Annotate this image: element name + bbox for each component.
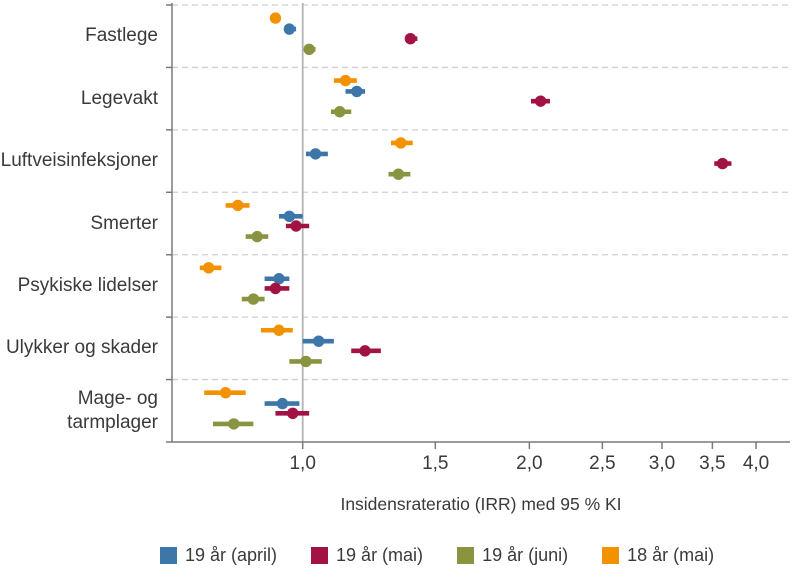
x-tick-label: 1,5: [422, 453, 449, 474]
irr-point: [359, 345, 371, 357]
x-tick-label: 2,5: [589, 453, 616, 474]
legend-item: 19 år (mai): [311, 545, 423, 566]
irr-point: [273, 273, 285, 285]
irr-point: [339, 74, 352, 87]
legend-swatch-icon: [311, 547, 329, 564]
irr-point: [303, 43, 315, 56]
category-label: Legevakt: [80, 87, 158, 109]
legend-swatch-icon: [160, 547, 177, 564]
irr-point: [232, 199, 244, 212]
legend: 19 år (april) 19 år (mai) 19 år (juni) 18 å…: [160, 545, 714, 566]
category-label: Fastlege: [85, 25, 158, 47]
category-label: Smerter: [90, 212, 158, 234]
irr-point: [283, 23, 296, 35]
irr-point: [251, 230, 263, 243]
x-tick-label: 4,0: [742, 453, 770, 474]
irr-point: [276, 397, 289, 410]
legend-swatch-icon: [602, 547, 620, 564]
irr-point: [534, 95, 547, 107]
irr-point: [716, 157, 729, 170]
irr-point: [334, 106, 346, 118]
legend-label: 19 år (april): [185, 545, 278, 565]
irr-point: [290, 220, 302, 232]
legend-label: 19 år (juni): [482, 545, 569, 565]
irr-point: [300, 355, 312, 368]
x-tick-label: 1,0: [289, 453, 316, 474]
legend-item: 19 år (april): [160, 545, 277, 566]
x-tick-label: 2,0: [516, 453, 543, 474]
irr-point: [269, 12, 282, 24]
irr-point: [287, 407, 299, 419]
irr-point: [202, 262, 215, 274]
irr-point: [269, 282, 282, 295]
category-label: Psykiske lidelser: [17, 274, 158, 296]
irr-point: [273, 324, 285, 336]
category-label: Luftveisinfeksjoner: [0, 150, 158, 172]
legend-item: 19 år (juni): [457, 545, 568, 566]
irr-point: [395, 137, 407, 149]
legend-label: 18 år (mai): [627, 545, 715, 565]
x-tick-label: 3,5: [699, 453, 726, 474]
irr-point: [219, 386, 232, 399]
irr-point: [309, 148, 322, 160]
category-label: Ulykker og skader: [5, 337, 158, 359]
irr-point: [404, 33, 417, 45]
x-tick-label: 3,0: [648, 453, 676, 474]
irr-point: [228, 418, 240, 430]
irr-point: [247, 293, 260, 305]
x-axis-title: Insidensrateratio (IRR) med 95 % KI: [340, 494, 622, 514]
irr-point: [283, 210, 296, 223]
legend-label: 19 år (mai): [336, 545, 424, 565]
irr-point: [351, 85, 363, 98]
irr-point: [392, 168, 405, 180]
irr-point: [312, 335, 325, 347]
category-label: Mage- og tarmplager: [67, 387, 158, 433]
legend-item: 18 år (mai): [602, 545, 714, 566]
legend-swatch-icon: [457, 547, 475, 564]
